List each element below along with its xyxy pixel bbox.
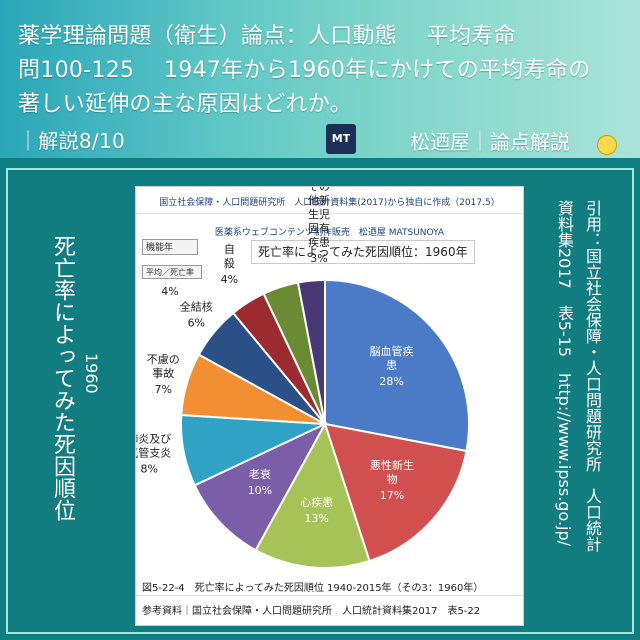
pie-slice-4	[193, 421, 328, 552]
left-title: 死亡率によってみた死因順位	[50, 235, 75, 521]
chart-source-note: 国立社会保障・人口問題研究所 人口統計資料集(2017)から独自に作成（2017…	[159, 198, 500, 208]
left-vertical-label: 死亡率によってみた死因順位 1960	[40, 235, 101, 575]
header-banner: 薬学理論問題（衛生）論点：人口動態 平均寿命 問100-125 1947年から1…	[0, 0, 640, 158]
smiley-icon	[597, 135, 617, 155]
divider	[136, 213, 523, 214]
matsunoya-logo: MT	[326, 124, 356, 154]
chart-producer-note: 医薬系ウェブコンテンツ制作販売 松迺屋 MATSUNOYA	[214, 228, 445, 238]
slice-percent-10: 3%	[310, 252, 327, 265]
question-title-line1: 薬学理論問題（衛生）論点：人口動態 平均寿命	[18, 24, 516, 49]
filter-dropdown-metric[interactable]: 平均／死亡率	[142, 265, 202, 279]
slice-label-5: 肺炎及び気管支炎	[136, 432, 171, 459]
slice-percent-8: 4%	[221, 273, 238, 286]
chart-title: 死亡率によってみた死因順位：1960年	[251, 240, 475, 264]
filter-dropdown-year[interactable]: 機能年	[142, 239, 198, 255]
right-vertical-citation: 引用：国立社会保障・人口問題研究所 人口統計 資料集2017 表5-15 htt…	[548, 200, 612, 620]
slice-label-4: 老衰	[249, 467, 271, 481]
slice-percent-1: 28%	[379, 375, 403, 388]
slice-label-8: 自殺	[224, 243, 235, 270]
slice-percent-6: 7%	[154, 383, 171, 396]
divider	[136, 595, 523, 596]
slice-percent-2: 17%	[380, 489, 404, 502]
citation-line2: 資料集2017 表5-15 http://www.ipss.go.jp/	[555, 200, 574, 547]
slice-percent-7: 6%	[188, 317, 205, 330]
reference-caption: 参考資料｜国立社会保障・人口問題研究所 人口統計資料集2017 表5-22	[142, 606, 481, 617]
left-year: 1960	[82, 353, 101, 394]
slice-label-7: 全結核	[180, 300, 213, 314]
slice-percent-3: 13%	[304, 512, 328, 525]
slice-label-10: その他新生児固有疾患	[308, 187, 330, 249]
figure-caption: 図5-22-4 死亡率によってみた死因順位 1940-2015年（その3：196…	[142, 583, 484, 594]
slice-percent-5: 8%	[141, 462, 158, 475]
brand-label: 松迺屋｜論点解説	[410, 130, 570, 154]
pie-slice-1	[324, 278, 470, 453]
slice-percent-9: 4%	[161, 285, 178, 298]
pie-slice-2	[323, 422, 468, 563]
citation-line1: 引用：国立社会保障・人口問題研究所 人口統計	[583, 200, 602, 552]
slice-label-2: 悪性新生物	[370, 458, 414, 486]
slice-label-3: 心疾患	[300, 495, 333, 509]
pie-chart: 脳血管疾患 28% 悪性新生物 17% 心疾患 13% 老衰 10% 肺炎及び気管支炎 8% 不慮の…	[136, 187, 470, 569]
explanation-page-indicator: ｜解説8/10	[18, 129, 126, 153]
question-title-line2: 問100-125 1947年から1960年にかけての平均寿命の	[18, 58, 591, 83]
pie-slice-3	[254, 421, 371, 569]
question-title-line3: 著しい延伸の主な原因はどれか。	[18, 92, 353, 117]
slice-label-6: 不慮の事故	[147, 352, 180, 380]
pie-slice-10	[296, 278, 326, 425]
slice-label-1: 脳血管疾患	[370, 344, 414, 372]
slice-percent-4: 10%	[248, 484, 272, 497]
chart-card: 国立社会保障・人口問題研究所 人口統計資料集(2017)から独自に作成（2017…	[135, 186, 524, 626]
